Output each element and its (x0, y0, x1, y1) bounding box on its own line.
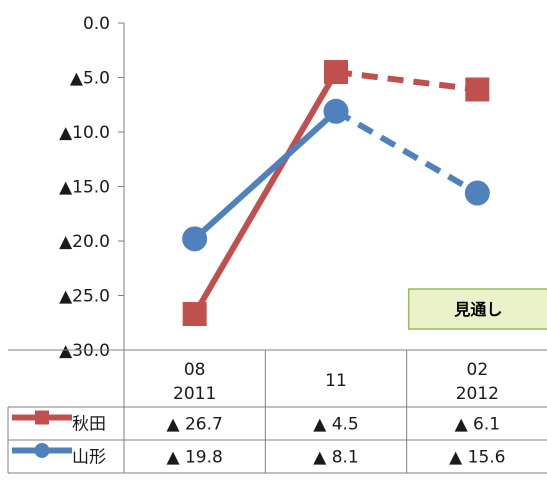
series-1 (182, 98, 490, 252)
x-tick-sublabel-0: 2011 (173, 384, 216, 404)
series-0-point-1 (324, 60, 348, 85)
series-0-point-0 (182, 302, 207, 327)
series-1-point-0 (182, 226, 208, 252)
data-table: 08 2011 11 02 2012 秋田 ▲ 26.7 ▲ 4.5 ▲ 6.1 山形 ▲ 19.8… (7, 350, 547, 474)
y-tick-label-2: ▲10.0 (59, 123, 110, 143)
forecast-badge-label: 見通し (453, 300, 502, 319)
x-tick-label-2: 02 (467, 360, 489, 380)
data-label-1-1: ▲ 8.1 (313, 448, 359, 468)
plot-frame (8, 23, 547, 351)
legend-label-0: 秋田 (72, 415, 106, 435)
series-0-point-2 (465, 77, 490, 102)
series-1-segment-0 (192, 109, 339, 242)
series-1-segment-1 (334, 108, 479, 196)
legend-key-marker-0 (35, 410, 49, 425)
series-1-point-2 (464, 180, 490, 206)
y-tick-label-6: ▲30.0 (59, 341, 110, 361)
y-tick-label-1: ▲5.0 (70, 69, 110, 89)
y-tick-label-0: 0.0 (83, 14, 110, 34)
series-lines (182, 60, 490, 327)
data-label-0-1: ▲ 4.5 (313, 415, 359, 435)
y-tick-label-5: ▲25.0 (59, 287, 110, 307)
data-label-1-2: ▲ 15.6 (449, 448, 505, 468)
series-0-segment-1 (335, 69, 478, 93)
data-label-0-0: ▲ 26.7 (166, 415, 222, 435)
series-0-segment-0 (192, 70, 339, 316)
y-tick-label-4: ▲20.0 (59, 232, 110, 252)
data-label-0-2: ▲ 6.1 (455, 415, 501, 435)
data-label-1-0: ▲ 19.8 (166, 448, 222, 468)
legend-label-1: 山形 (72, 448, 106, 468)
x-tick-label-1: 11 (325, 371, 347, 391)
series-1-point-1 (323, 98, 349, 124)
y-axis: 0.0 ▲5.0 ▲10.0 ▲15.0 ▲20.0 ▲25.0 ▲30.0 (59, 14, 124, 361)
y-tick-label-3: ▲15.0 (59, 178, 110, 198)
x-tick-sublabel-2: 2012 (456, 384, 499, 404)
forecast-badge-box (407, 288, 547, 330)
x-tick-label-0: 08 (184, 360, 206, 380)
legend-key-marker-1 (34, 443, 50, 458)
series-0 (182, 60, 490, 327)
forecast-badge: 見通し (407, 288, 547, 330)
